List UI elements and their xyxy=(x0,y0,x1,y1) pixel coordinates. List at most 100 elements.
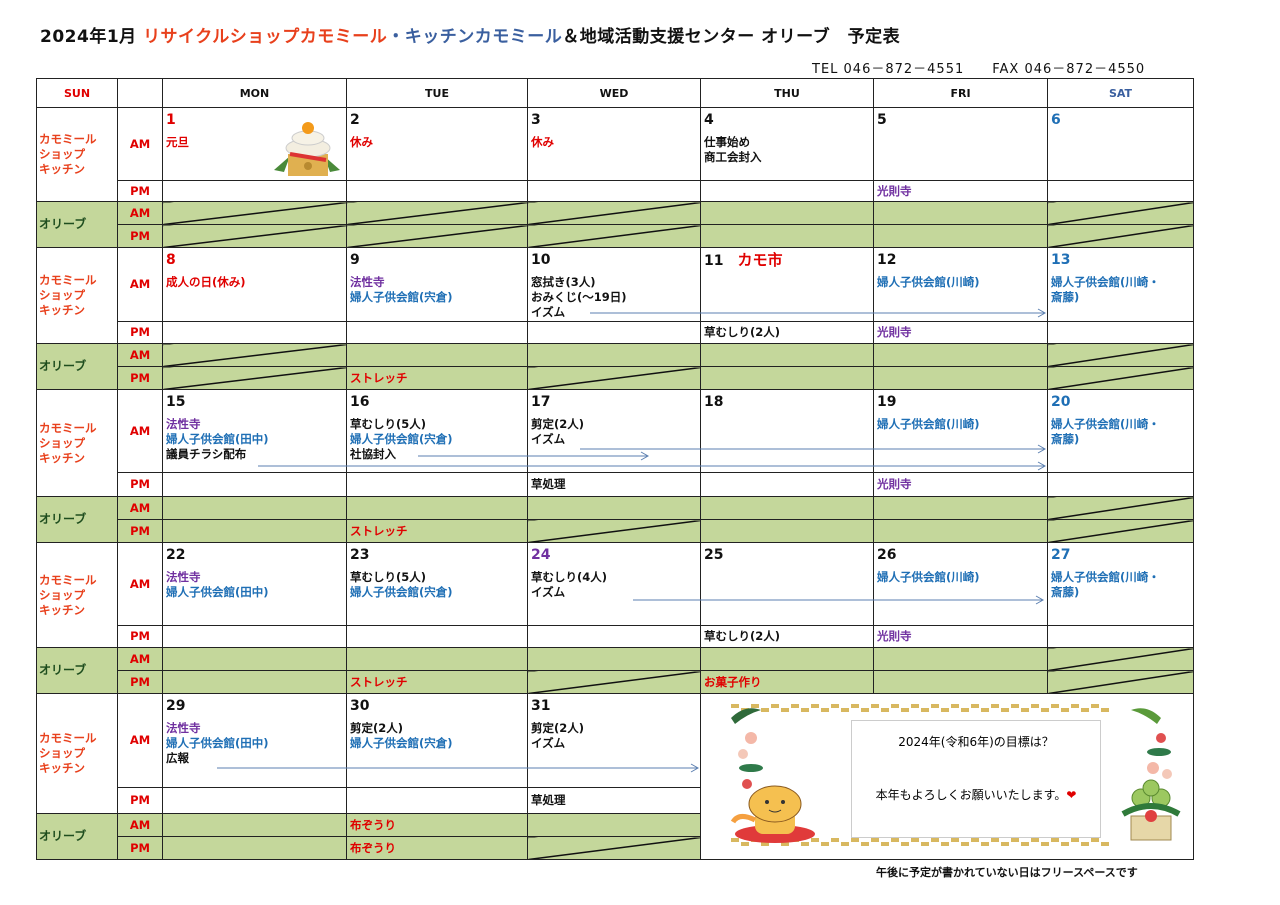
day-cell-pm[interactable] xyxy=(346,180,528,202)
olive-cell-am[interactable] xyxy=(700,201,874,225)
day-cell-am[interactable]: 9 法性寺 婦人子供会館(宍倉) xyxy=(346,247,528,322)
day-cell-pm[interactable] xyxy=(527,321,701,344)
olive-cell-am[interactable] xyxy=(346,496,528,520)
olive-cell-pm[interactable] xyxy=(700,224,874,248)
olive-cell-pm[interactable] xyxy=(873,670,1048,694)
olive-cell-am[interactable] xyxy=(873,647,1048,671)
olive-cell-pm[interactable]: 布ぞうり xyxy=(346,836,528,860)
olive-cell-am[interactable] xyxy=(346,201,528,225)
olive-cell-pm[interactable] xyxy=(1047,366,1194,390)
olive-cell-pm[interactable] xyxy=(162,670,347,694)
day-cell-pm[interactable] xyxy=(700,472,874,497)
olive-cell-am[interactable] xyxy=(873,201,1048,225)
olive-cell-am[interactable] xyxy=(527,813,701,837)
day-cell-am[interactable]: 4 仕事始め 商工会封入 xyxy=(700,107,874,181)
day-cell-am[interactable]: 18 xyxy=(700,389,874,473)
day-cell-am[interactable]: 12 婦人子供会館(川崎) xyxy=(873,247,1048,322)
olive-cell-am[interactable]: 布ぞうり xyxy=(346,813,528,837)
olive-cell-pm[interactable] xyxy=(527,224,701,248)
day-cell-am[interactable]: 15 法性寺 婦人子供会館(田中) 議員チラシ配布 xyxy=(162,389,347,473)
olive-cell-pm[interactable]: お菓子作り xyxy=(700,670,874,694)
day-cell-am[interactable]: 8 成人の日(休み) xyxy=(162,247,347,322)
day-cell-pm[interactable]: 草むしり(2人) xyxy=(700,321,874,344)
olive-cell-pm[interactable] xyxy=(1047,670,1194,694)
olive-cell-am[interactable] xyxy=(873,343,1048,367)
olive-cell-am[interactable] xyxy=(700,343,874,367)
olive-cell-pm[interactable] xyxy=(873,366,1048,390)
olive-cell-pm[interactable] xyxy=(162,519,347,543)
day-cell-pm[interactable] xyxy=(346,787,528,814)
olive-cell-pm[interactable] xyxy=(162,366,347,390)
olive-cell-pm[interactable] xyxy=(700,519,874,543)
day-cell-am[interactable]: 16 草むしり(5人) 婦人子供会館(宍倉) 社協封入 xyxy=(346,389,528,473)
olive-cell-pm[interactable]: ストレッチ xyxy=(346,519,528,543)
day-cell-am[interactable]: 10 窓拭き(3人) おみくじ(～19日) イズム xyxy=(527,247,701,322)
day-cell-pm[interactable] xyxy=(162,180,347,202)
day-cell-am[interactable]: 2 休み xyxy=(346,107,528,181)
day-cell-pm[interactable] xyxy=(1047,321,1194,344)
day-cell-am[interactable]: 20 婦人子供会館(川崎・ 斎藤) xyxy=(1047,389,1194,473)
olive-cell-am[interactable] xyxy=(1047,496,1194,520)
olive-cell-am[interactable] xyxy=(527,647,701,671)
day-cell-am[interactable]: 23 草むしり(5人) 婦人子供会館(宍倉) xyxy=(346,542,528,626)
olive-cell-am[interactable] xyxy=(1047,647,1194,671)
olive-cell-pm[interactable] xyxy=(873,224,1048,248)
olive-cell-am[interactable] xyxy=(162,201,347,225)
day-cell-am[interactable]: 22 法性寺 婦人子供会館(田中) xyxy=(162,542,347,626)
day-cell-am[interactable]: 6 xyxy=(1047,107,1194,181)
olive-cell-pm[interactable] xyxy=(346,224,528,248)
day-cell-am[interactable]: 29 法性寺 婦人子供会館(田中) 広報 xyxy=(162,693,347,788)
day-cell-pm[interactable] xyxy=(1047,472,1194,497)
olive-cell-am[interactable] xyxy=(346,343,528,367)
day-cell-pm[interactable]: 草処理 xyxy=(527,787,701,814)
olive-cell-am[interactable] xyxy=(527,201,701,225)
day-cell-am[interactable]: 3 休み xyxy=(527,107,701,181)
olive-cell-am[interactable] xyxy=(700,496,874,520)
day-cell-am[interactable]: 17 剪定(2人) イズム xyxy=(527,389,701,473)
day-cell-pm[interactable]: 草処理 xyxy=(527,472,701,497)
olive-cell-am[interactable] xyxy=(162,647,347,671)
olive-cell-pm[interactable] xyxy=(1047,224,1194,248)
olive-cell-pm[interactable] xyxy=(1047,519,1194,543)
day-cell-pm[interactable] xyxy=(700,180,874,202)
day-cell-pm[interactable] xyxy=(1047,625,1194,648)
day-cell-am[interactable]: 13 婦人子供会館(川崎・ 斎藤) xyxy=(1047,247,1194,322)
olive-cell-pm[interactable] xyxy=(873,519,1048,543)
day-cell-pm[interactable] xyxy=(527,180,701,202)
olive-cell-pm[interactable]: ストレッチ xyxy=(346,670,528,694)
olive-cell-pm[interactable] xyxy=(527,836,701,860)
olive-cell-pm[interactable] xyxy=(700,366,874,390)
day-cell-pm[interactable]: 光則寺 xyxy=(873,321,1048,344)
olive-cell-pm[interactable] xyxy=(162,836,347,860)
day-cell-pm[interactable] xyxy=(162,787,347,814)
olive-cell-am[interactable] xyxy=(346,647,528,671)
day-cell-pm[interactable] xyxy=(162,321,347,344)
olive-cell-am[interactable] xyxy=(527,496,701,520)
olive-cell-am[interactable] xyxy=(527,343,701,367)
day-cell-am[interactable]: 27 婦人子供会館(川崎・ 斎藤) xyxy=(1047,542,1194,626)
day-cell-pm[interactable]: 光則寺 xyxy=(873,472,1048,497)
olive-cell-am[interactable] xyxy=(1047,343,1194,367)
olive-cell-pm[interactable] xyxy=(527,519,701,543)
day-cell-pm[interactable]: 光則寺 xyxy=(873,180,1048,202)
day-cell-am[interactable]: 25 xyxy=(700,542,874,626)
olive-cell-pm[interactable] xyxy=(162,224,347,248)
day-cell-pm[interactable] xyxy=(1047,180,1194,202)
day-cell-pm[interactable]: 光則寺 xyxy=(873,625,1048,648)
day-cell-am[interactable]: 26 婦人子供会館(川崎) xyxy=(873,542,1048,626)
day-cell-am[interactable]: 31 剪定(2人) イズム xyxy=(527,693,701,788)
day-cell-am[interactable]: 1 元旦 xyxy=(162,107,347,181)
day-cell-pm[interactable] xyxy=(162,472,347,497)
olive-cell-am[interactable] xyxy=(162,496,347,520)
olive-cell-pm[interactable] xyxy=(527,366,701,390)
olive-cell-am[interactable] xyxy=(162,343,347,367)
day-cell-pm[interactable] xyxy=(346,321,528,344)
day-cell-am[interactable]: 5 xyxy=(873,107,1048,181)
olive-cell-pm[interactable] xyxy=(527,670,701,694)
day-cell-pm[interactable] xyxy=(346,472,528,497)
day-cell-am[interactable]: 19 婦人子供会館(川崎) xyxy=(873,389,1048,473)
day-cell-am[interactable]: 30 剪定(2人) 婦人子供会館(宍倉) xyxy=(346,693,528,788)
day-cell-am[interactable]: 24 草むしり(4人) イズム xyxy=(527,542,701,626)
olive-cell-am[interactable] xyxy=(1047,201,1194,225)
olive-cell-am[interactable] xyxy=(700,647,874,671)
